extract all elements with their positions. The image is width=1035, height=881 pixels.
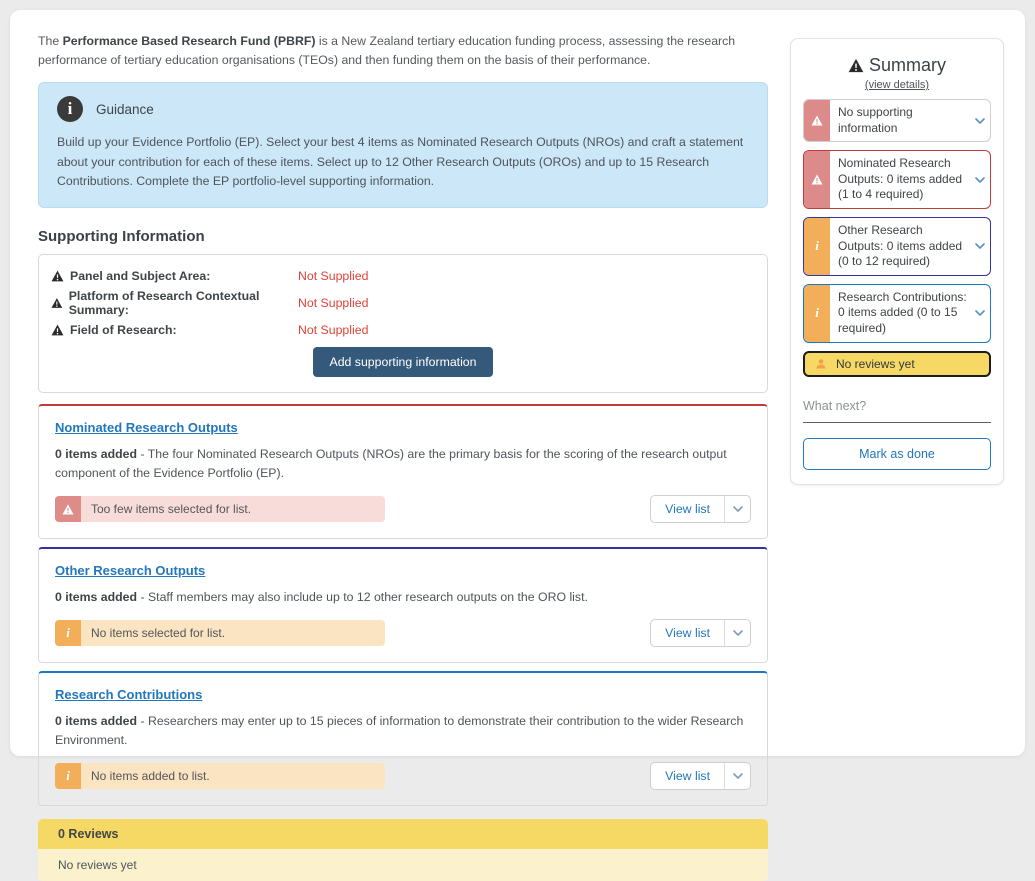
mark-as-done-button[interactable]: Mark as done bbox=[803, 437, 991, 470]
summary-item-research-contributions[interactable]: i Research Contributions: 0 items added … bbox=[803, 283, 991, 343]
no-reviews-badge[interactable]: No reviews yet bbox=[803, 350, 991, 377]
items-added-count: 0 items added bbox=[55, 590, 138, 605]
guidance-title: Guidance bbox=[96, 101, 154, 117]
chevron-down-icon[interactable] bbox=[725, 630, 750, 637]
chevron-down-icon[interactable] bbox=[725, 773, 750, 780]
summary-item-other-research-outputs[interactable]: i Other Research Outputs: 0 items added … bbox=[803, 216, 991, 276]
no-items-added-alert: i No items added to list. bbox=[55, 763, 385, 790]
view-list-dropdown[interactable]: View list bbox=[650, 619, 751, 648]
summary-item-text: Research Contributions: 0 items added (0… bbox=[838, 289, 967, 335]
no-reviews-badge-text: No reviews yet bbox=[836, 356, 915, 371]
guidance-header: i Guidance bbox=[57, 96, 749, 123]
alert-text: No items selected for list. bbox=[91, 626, 226, 641]
alert-text: Too few items selected for list. bbox=[91, 502, 252, 517]
section-description: - Staff members may also include up to 1… bbox=[140, 590, 588, 605]
chevron-down-icon[interactable] bbox=[969, 218, 990, 275]
items-added-count: 0 items added bbox=[55, 447, 138, 462]
nominated-research-outputs-link[interactable]: Nominated Research Outputs bbox=[55, 420, 238, 436]
guidance-panel: i Guidance Build up your Evidence Portfo… bbox=[38, 82, 768, 209]
summary-title: Summary bbox=[868, 55, 946, 75]
research-contributions-card: Research Contributions 0 items added - R… bbox=[38, 671, 768, 807]
warning-triangle-icon bbox=[51, 324, 64, 336]
section-description: - The four Nominated Research Outputs (N… bbox=[55, 447, 727, 481]
view-list-label: View list bbox=[665, 769, 710, 784]
info-icon: i bbox=[804, 217, 830, 275]
supporting-information-card: Panel and Subject Area: Not Supplied Pla… bbox=[38, 254, 768, 394]
research-contributions-link[interactable]: Research Contributions bbox=[55, 687, 203, 703]
summary-panel: Summary (view details) No supporting inf… bbox=[790, 38, 1004, 485]
warning-triangle-icon bbox=[51, 298, 63, 308]
supporting-label: Field of Research: bbox=[70, 323, 177, 338]
warning-triangle-icon bbox=[51, 270, 64, 282]
info-icon: i bbox=[55, 620, 81, 647]
alert-text: No items added to list. bbox=[91, 769, 210, 784]
add-supporting-information-button[interactable]: Add supporting information bbox=[312, 347, 494, 378]
view-list-label: View list bbox=[665, 502, 710, 517]
other-research-outputs-link[interactable]: Other Research Outputs bbox=[55, 563, 206, 579]
view-details-link[interactable]: (view details) bbox=[864, 79, 930, 91]
supporting-label: Platform of Research Contextual Summary: bbox=[68, 289, 260, 318]
too-few-items-alert: Too few items selected for list. bbox=[55, 496, 385, 523]
page-container: The Performance Based Research Fund (PBR… bbox=[10, 10, 1025, 881]
supporting-row-field: Field of Research: Not Supplied bbox=[51, 323, 755, 337]
summary-item-text: Other Research Outputs: 0 items added (0… bbox=[838, 222, 963, 269]
reviews-header: 0 Reviews bbox=[38, 819, 768, 850]
guidance-body: Build up your Evidence Portfolio (EP). S… bbox=[57, 135, 744, 189]
intro-paragraph: The Performance Based Research Fund (PBR… bbox=[38, 32, 768, 70]
no-items-selected-alert: i No items selected for list. bbox=[55, 620, 385, 647]
chevron-down-icon[interactable] bbox=[969, 285, 990, 342]
items-added-count: 0 items added bbox=[55, 714, 138, 729]
supporting-value: Not Supplied bbox=[298, 269, 369, 284]
person-icon bbox=[816, 358, 826, 369]
section-description: - Researchers may enter up to 15 pieces … bbox=[55, 714, 744, 748]
what-next-label: What next? bbox=[803, 399, 991, 423]
other-research-outputs-card: Other Research Outputs 0 items added - S… bbox=[38, 547, 768, 664]
warning-triangle-icon bbox=[55, 496, 81, 523]
warning-triangle-icon bbox=[804, 151, 830, 208]
summary-item-nominated-research-outputs[interactable]: Nominated Research Outputs: 0 items adde… bbox=[803, 150, 991, 209]
chevron-down-icon[interactable] bbox=[969, 100, 990, 141]
supporting-value: Not Supplied bbox=[298, 323, 369, 338]
main-content: The Performance Based Research Fund (PBR… bbox=[38, 32, 768, 881]
view-list-dropdown[interactable]: View list bbox=[650, 495, 751, 524]
info-icon: i bbox=[804, 284, 830, 342]
view-list-dropdown[interactable]: View list bbox=[650, 762, 751, 791]
supporting-label: Panel and Subject Area: bbox=[70, 269, 211, 284]
summary-item-supporting-information[interactable]: No supporting information bbox=[803, 99, 991, 143]
intro-prefix: The bbox=[38, 34, 63, 48]
warning-triangle-icon bbox=[804, 100, 830, 142]
chevron-down-icon[interactable] bbox=[969, 151, 990, 208]
chevron-down-icon[interactable] bbox=[725, 506, 750, 513]
info-glyph: i bbox=[67, 99, 73, 119]
warning-triangle-icon bbox=[848, 58, 864, 73]
reviews-body: No reviews yet bbox=[38, 849, 768, 881]
view-list-label: View list bbox=[665, 626, 710, 641]
intro-bold: Performance Based Research Fund (PBRF) bbox=[62, 34, 316, 48]
reviews-section: 0 Reviews No reviews yet bbox=[38, 819, 768, 881]
intro-rest: is a New Zealand tertiary education fund… bbox=[38, 34, 736, 68]
supporting-value: Not Supplied bbox=[298, 296, 369, 311]
info-circle-icon: i bbox=[57, 96, 83, 123]
info-icon: i bbox=[55, 763, 81, 790]
supporting-row-platform: Platform of Research Contextual Summary:… bbox=[51, 289, 755, 317]
supporting-information-heading: Supporting Information bbox=[38, 228, 205, 246]
summary-item-text: No supporting information bbox=[838, 105, 913, 135]
summary-item-text: Nominated Research Outputs: 0 items adde… bbox=[838, 156, 963, 202]
supporting-row-panel-subject: Panel and Subject Area: Not Supplied bbox=[51, 269, 755, 283]
nominated-research-outputs-card: Nominated Research Outputs 0 items added… bbox=[38, 404, 768, 540]
